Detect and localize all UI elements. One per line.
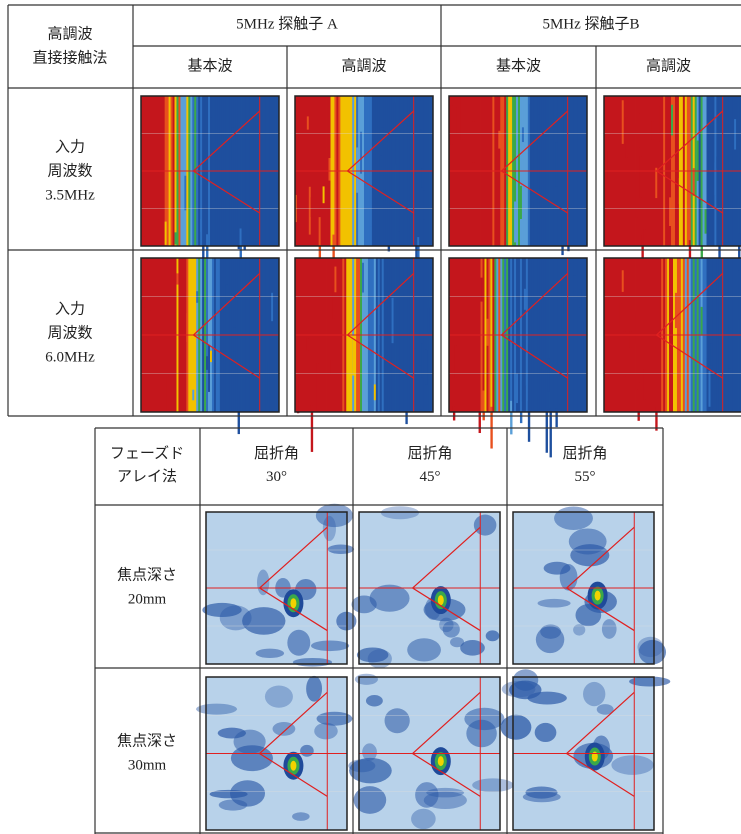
scan-blob: [257, 570, 269, 596]
cell-text: 屈折角: [407, 445, 452, 462]
cell-text: 屈折角: [562, 445, 607, 462]
cell-text: 入力: [55, 300, 85, 317]
scan-blob: [611, 755, 653, 775]
cell-text: 30°: [266, 469, 287, 485]
cell-text: 屈折角: [254, 445, 299, 462]
scan-blob: [474, 515, 497, 536]
column-header: 高調波: [646, 57, 691, 74]
cell-text: 周波数: [47, 162, 92, 179]
cell-text: 30mm: [128, 757, 167, 773]
scan-echo: [438, 756, 444, 766]
scan-blob: [513, 669, 538, 691]
scan-blob: [292, 812, 310, 821]
scan-blob: [210, 790, 248, 798]
scan-blob: [293, 658, 332, 667]
cell-text: 焦点深さ: [117, 566, 177, 583]
scan-blob: [554, 506, 593, 530]
scan-blob: [486, 630, 500, 641]
scan-blob: [569, 528, 607, 554]
scan-image: [196, 676, 352, 830]
scan-image: [141, 96, 279, 280]
scan-blob: [411, 809, 436, 829]
scan-blob: [366, 695, 383, 706]
scan-blob: [464, 708, 504, 730]
scan-image: [449, 96, 587, 255]
scan-blob: [300, 745, 314, 757]
scan-blob: [583, 682, 605, 706]
scan-blob: [306, 676, 322, 702]
scan-blob: [328, 545, 354, 554]
scan-blob: [202, 603, 241, 617]
scan-blob: [501, 715, 532, 740]
scan-image: [141, 258, 279, 434]
scan-blob: [523, 792, 561, 803]
scan-blob: [538, 599, 571, 608]
scan-blob: [602, 619, 617, 639]
scan-blob: [357, 647, 389, 662]
scan-blob: [535, 723, 557, 742]
scan-blob: [242, 607, 285, 635]
scan-blob: [234, 730, 266, 754]
scan-blob: [311, 640, 349, 651]
column-header: 基本波: [187, 57, 232, 74]
scan-echo: [290, 761, 296, 771]
cell-text: 3.5MHz: [45, 187, 95, 203]
figure: 高調波直接接触法5MHz 探触子 A5MHz 探触子B基本波高調波基本波高調波入…: [0, 0, 741, 834]
cell-text: 6.0MHz: [45, 349, 95, 365]
scan-image: [351, 506, 500, 668]
cell-text: 20mm: [128, 591, 167, 607]
scan-blob: [407, 638, 441, 661]
column-header: 高調波: [341, 57, 386, 74]
scan-blob: [265, 686, 293, 708]
scan-blob: [639, 640, 666, 665]
scan-image: [501, 669, 671, 830]
scan-blob: [629, 677, 670, 687]
cell-text: 高調波: [47, 25, 92, 42]
scan-blob: [415, 782, 438, 808]
scan-blob: [349, 758, 392, 783]
scan-blob: [219, 799, 248, 810]
scan-image: [604, 258, 741, 431]
cell-text: 45°: [420, 469, 441, 485]
scan-image: [513, 506, 666, 664]
cell-text: アレイ法: [117, 468, 177, 485]
scan-echo: [438, 595, 444, 605]
page: 高調波直接接触法5MHz 探触子 A5MHz 探触子B基本波高調波基本波高調波入…: [0, 0, 741, 834]
cell-text: 入力: [55, 138, 85, 155]
cell-text: 55°: [575, 469, 596, 485]
cell-text: 直接接触法: [32, 49, 107, 66]
scan-blob: [314, 723, 338, 740]
scan-echo: [595, 591, 601, 601]
column-group: 5MHz 探触子B: [542, 15, 639, 32]
scan-blob: [528, 692, 567, 705]
scan-blob: [287, 630, 310, 656]
scan-blob: [196, 704, 237, 715]
scan-blob: [256, 649, 284, 658]
scan-image: [295, 258, 433, 452]
scan-image: [202, 504, 356, 667]
scan-echo: [290, 598, 296, 608]
scan-blob: [351, 595, 376, 613]
column-header: 基本波: [496, 57, 541, 74]
column-group: 5MHz 探触子 A: [236, 15, 338, 32]
scan-blob: [536, 626, 564, 653]
cell-text: 周波数: [47, 324, 92, 341]
cell-text: 焦点深さ: [117, 732, 177, 749]
scan-image: [348, 674, 513, 830]
scan-blob: [450, 637, 464, 647]
cell-text: フェーズド: [110, 445, 184, 462]
scan-blob: [385, 708, 410, 733]
